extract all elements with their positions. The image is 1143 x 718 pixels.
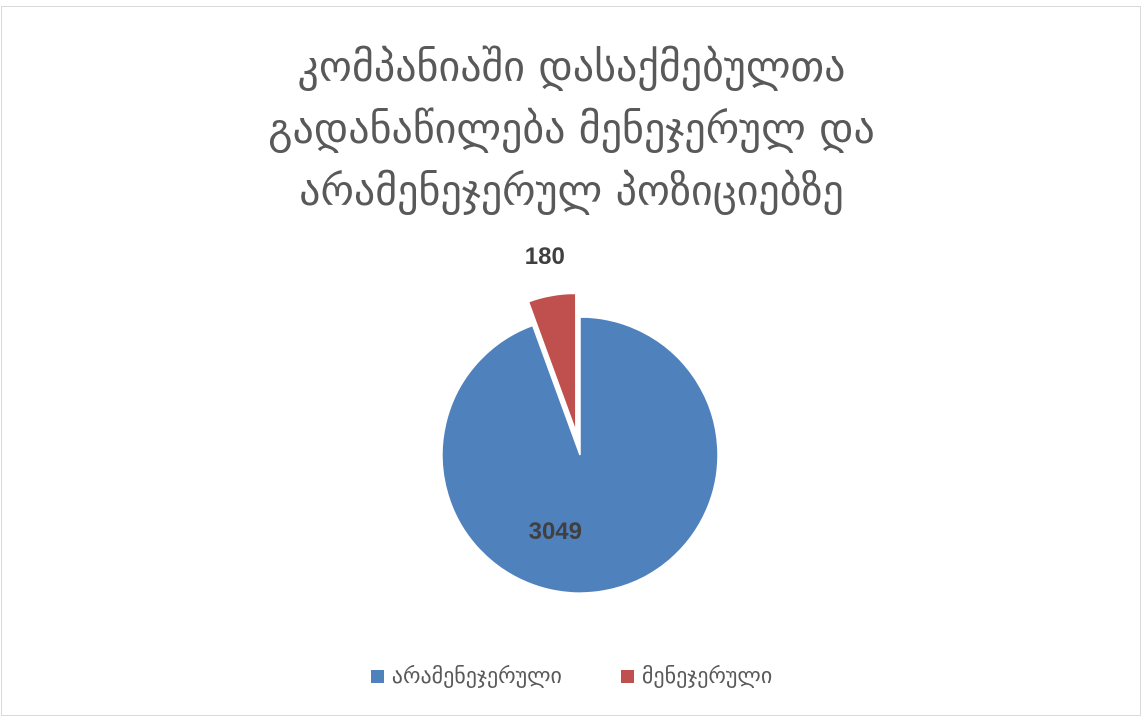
data-label-non-managerial: 3049 — [529, 518, 582, 545]
data-label-managerial: 180 — [525, 243, 565, 270]
chart-title-line-2: გადანაწილება მენეჯერულ და — [268, 104, 875, 153]
legend: არამენეჯერული მენეჯერული — [0, 664, 1143, 689]
legend-label-managerial: მენეჯერული — [641, 664, 773, 689]
chart-title-line-1: კომპანიაში დასაქმებულთა — [297, 42, 846, 91]
pie-slice-managerial — [527, 292, 577, 432]
legend-item-managerial: მენეჯერული — [620, 664, 773, 689]
legend-item-non-managerial: არამენეჯერული — [370, 664, 562, 689]
chart-title-line-3: არამენეჯერულ პოზიციებზე — [299, 166, 844, 215]
legend-swatch-managerial — [620, 670, 634, 683]
pie-slice-non-managerial — [441, 316, 719, 594]
legend-label-non-managerial: არამენეჯერული — [391, 664, 562, 689]
legend-swatch-non-managerial — [370, 670, 384, 683]
chart-title: კომპანიაში დასაქმებულთა გადანაწილება მენ… — [0, 36, 1143, 222]
